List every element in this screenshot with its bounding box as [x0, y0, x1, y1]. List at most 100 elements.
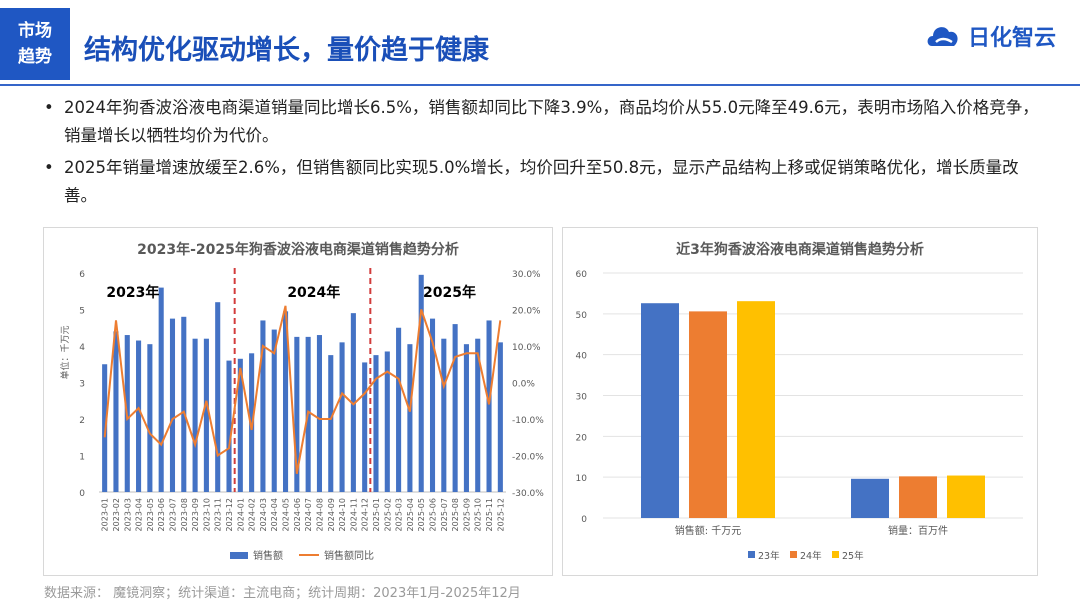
sales-bar [113, 331, 119, 492]
year-bar [899, 476, 937, 518]
sales-bar [215, 302, 221, 492]
legend-label: 25年 [842, 550, 864, 562]
y-tick-label: 40 [576, 352, 588, 362]
brand-logo: 日化智云 [924, 20, 1056, 52]
year-bar [689, 311, 727, 518]
x-tick-label: 2025-01 [372, 498, 381, 531]
x-tick-label: 2025-09 [462, 498, 471, 531]
section-tag-line1: 市场 [18, 21, 52, 41]
sales-bar [350, 313, 356, 492]
page-title: 结构优化驱动增长，量价趋于健康 [84, 35, 489, 66]
x-tick-label: 2023-01 [101, 498, 110, 531]
year-bar [641, 303, 679, 518]
y-tick-label: 5 [79, 307, 85, 317]
cloud-logo-icon [927, 27, 958, 46]
sales-bar [452, 324, 458, 492]
sales-bar [294, 336, 300, 492]
legend-label: 销售额同比 [324, 549, 374, 562]
x-category-label: 销量：百万件 [888, 524, 948, 537]
y-axis-label: 单位：千万元 [59, 325, 71, 379]
data-source-note: 数据来源： 魔镜洞察；统计渠道：主流电商；统计周期：2023年1月-2025年1… [44, 586, 521, 601]
legend-label: 24年 [800, 550, 822, 562]
y-tick-label: 30 [576, 393, 588, 403]
sales-bar [441, 338, 447, 492]
x-tick-label: 2025-03 [395, 498, 404, 531]
y-tick-label: 20 [576, 433, 588, 443]
sales-bar [328, 355, 334, 492]
x-tick-label: 2025-08 [451, 498, 460, 531]
sales-bar [463, 344, 469, 492]
sales-bar [396, 327, 402, 492]
y-tick-label: 2 [79, 416, 85, 426]
x-tick-label: 2024-12 [361, 498, 370, 531]
x-tick-label: 2023-08 [180, 498, 189, 531]
yearly-trend-chart-panel: 近3年狗香波浴液电商渠道销售趋势分析 0 10 20 30 40 50 60 销售额: 千万元 销… [562, 227, 1038, 576]
sales-bar [226, 360, 232, 492]
x-tick-label: 2024-01 [236, 498, 245, 531]
x-tick-label: 2023-03 [123, 498, 132, 531]
sales-bar [407, 344, 413, 492]
header-divider [0, 84, 1080, 86]
sales-bar [339, 342, 345, 492]
x-tick-label: 2024-08 [315, 498, 324, 531]
sales-bar [203, 338, 209, 492]
x-tick-label: 2024-10 [338, 498, 347, 531]
legend-label: 23年 [758, 550, 780, 562]
x-tick-label: 2023-10 [202, 498, 211, 531]
legend-swatch [790, 551, 797, 558]
chart-title: 近3年狗香波浴液电商渠道销售趋势分析 [676, 241, 924, 258]
sales-bar [373, 355, 379, 492]
y-tick-label: 0 [581, 515, 587, 525]
legend-swatch [748, 551, 755, 558]
x-tick-label: 2025-05 [417, 498, 426, 531]
yearly-trend-chart: 近3年狗香波浴液电商渠道销售趋势分析 0 10 20 30 40 50 60 销售额: 千万元 销… [576, 241, 1023, 562]
x-tick-label: 2025-04 [406, 498, 415, 531]
y2-tick-label: 0.0% [512, 380, 535, 390]
x-tick-label: 2025-12 [496, 498, 505, 531]
x-tick-label: 2025-06 [429, 498, 438, 531]
year-bar [947, 475, 985, 518]
x-tick-label: 2023-12 [225, 498, 234, 531]
x-tick-label: 2024-02 [248, 498, 257, 531]
y-tick-label: 6 [79, 270, 85, 280]
sales-bar [418, 274, 424, 492]
y2-tick-label: -10.0% [512, 416, 544, 426]
y2-tick-label: -20.0% [512, 453, 544, 463]
sales-bar [237, 358, 243, 492]
sales-bar [181, 316, 187, 492]
section-tag: 市场 趋势 [0, 8, 70, 80]
y-tick-label: 1 [79, 453, 85, 463]
year-label: 2025年 [423, 284, 476, 301]
y-tick-label: 50 [576, 311, 588, 321]
x-tick-label: 2024-03 [259, 498, 268, 531]
sales-bar [475, 338, 481, 492]
sales-bar [316, 335, 323, 492]
y-tick-label: 3 [79, 380, 85, 390]
legend-swatch-sales [230, 552, 248, 559]
yoy-line [103, 305, 502, 474]
y2-tick-label: 30.0% [512, 270, 541, 280]
x-tick-label: 2023-07 [168, 498, 177, 531]
y2-tick-label: 10.0% [512, 343, 541, 353]
x-tick-label: 2024-09 [327, 498, 336, 531]
summary-bullets: 2024年狗香波浴液电商渠道销量同比增长6.5%，销售额却同比下降3.9%，商品… [44, 94, 1044, 214]
sales-bar [271, 329, 277, 492]
x-tick-label: 2023-04 [135, 498, 144, 531]
x-tick-label: 2024-06 [293, 498, 302, 531]
sales-bar [192, 338, 198, 492]
x-tick-label: 2024-04 [270, 498, 279, 531]
sales-bar [282, 311, 289, 492]
x-tick-label: 2023-11 [214, 498, 223, 531]
year-label: 2023年 [106, 284, 159, 301]
sales-bar [136, 340, 142, 492]
legend-swatch [832, 551, 839, 558]
logo-text: 日化智云 [967, 26, 1056, 51]
y2-tick-label: 20.0% [512, 307, 541, 317]
y2-tick-label: -30.0% [512, 489, 544, 499]
bullet-item: 2024年狗香波浴液电商渠道销量同比增长6.5%，销售额却同比下降3.9%，商品… [44, 94, 1044, 150]
monthly-trend-chart-panel: 2023年-2025年狗香波浴液电商渠道销售趋势分析 0 1 2 3 4 5 6 -30.0% -… [43, 227, 553, 576]
monthly-trend-chart: 2023年-2025年狗香波浴液电商渠道销售趋势分析 0 1 2 3 4 5 6 -30.0% -… [59, 241, 544, 562]
sales-bar [497, 342, 503, 492]
year-bar [851, 478, 889, 518]
x-category-label: 销售额: 千万元 [675, 524, 742, 537]
